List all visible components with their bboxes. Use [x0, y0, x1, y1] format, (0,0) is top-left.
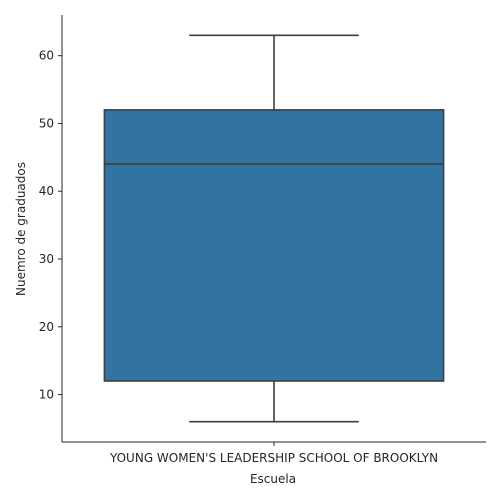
y-tick-label-50: 50: [39, 116, 54, 130]
y-tick-label-60: 60: [39, 49, 54, 63]
y-tick-label-30: 30: [39, 252, 54, 266]
y-tick-label-40: 40: [39, 184, 54, 198]
box-iqr: [103, 109, 445, 382]
x-tick-label-0: YOUNG WOMEN'S LEADERSHIP SCHOOL OF BROOK…: [109, 451, 438, 465]
y-axis-title: Nuemro de graduados: [14, 162, 28, 296]
x-axis-title: Escuela: [250, 472, 296, 486]
y-tick-label-10: 10: [39, 388, 54, 402]
y-tick-label-20: 20: [39, 320, 54, 334]
